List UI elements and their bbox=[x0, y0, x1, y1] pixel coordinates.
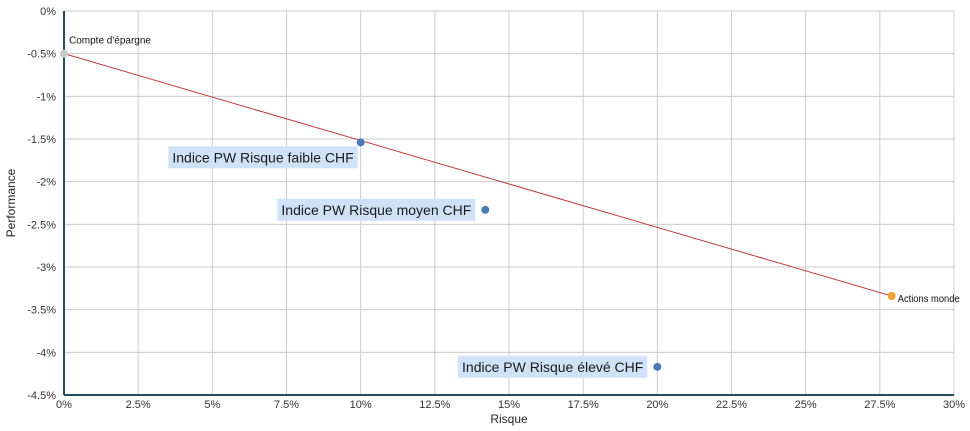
callout-background bbox=[277, 198, 476, 221]
callout-text: Indice PW Risque moyen CHF bbox=[281, 202, 471, 218]
x-tick-label: 0% bbox=[56, 399, 72, 411]
grid bbox=[64, 10, 955, 395]
y-tick-label: -3% bbox=[36, 262, 56, 274]
data-point bbox=[356, 138, 365, 147]
y-tick-label: -4.5% bbox=[27, 390, 56, 402]
y-axis-title: Performance bbox=[4, 168, 18, 237]
x-tick-label: 7.5% bbox=[274, 399, 299, 411]
x-axis-ticks: 0% 2.5% 5% 7.5% 10% 12.5% 15% 17.5% 20% 22.5% 25% 2… bbox=[56, 399, 965, 411]
x-tick-label: 15% bbox=[498, 399, 520, 411]
x-tick-label: 10% bbox=[350, 399, 372, 411]
y-tick-label: -2% bbox=[36, 177, 56, 189]
x-tick-label: 17.5% bbox=[568, 399, 599, 411]
x-tick-label: 5% bbox=[204, 399, 220, 411]
x-tick-label: 12.5% bbox=[419, 399, 450, 411]
x-axis-title: Risque bbox=[490, 412, 528, 426]
data-point bbox=[481, 205, 490, 214]
y-tick-label: -1.5% bbox=[27, 134, 56, 146]
callout-background bbox=[458, 355, 648, 378]
data-point bbox=[653, 362, 662, 371]
axes bbox=[63, 11, 954, 396]
series bbox=[60, 49, 896, 371]
callout-background bbox=[168, 146, 358, 169]
y-tick-label: -3.5% bbox=[27, 305, 56, 317]
y-tick-label: -0.5% bbox=[27, 49, 56, 61]
point-labels: Compte d'épargne Indice PW Risque faible … bbox=[69, 36, 960, 378]
y-tick-label: -2.5% bbox=[27, 219, 56, 231]
y-axis-ticks: 0% -0.5% -1% -1.5% -2% -2.5% -3% -3.5% -4% -4.5% bbox=[27, 6, 56, 402]
trend-line bbox=[63, 53, 892, 297]
callout-label: Indice PW Risque élevé CHF bbox=[458, 355, 648, 378]
x-tick-label: 25% bbox=[795, 399, 817, 411]
callout-text: Indice PW Risque élevé CHF bbox=[462, 359, 643, 375]
y-tick-label: 0% bbox=[40, 6, 56, 18]
x-tick-label: 20% bbox=[646, 399, 668, 411]
point-label: Compte d'épargne bbox=[69, 36, 151, 47]
x-tick-label: 2.5% bbox=[126, 399, 151, 411]
x-tick-label: 27.5% bbox=[864, 399, 895, 411]
callout-label: Indice PW Risque faible CHF bbox=[168, 146, 358, 169]
data-point bbox=[887, 292, 896, 301]
point-label: Actions monde bbox=[898, 294, 960, 305]
y-tick-label: -1% bbox=[36, 91, 56, 103]
x-tick-label: 22.5% bbox=[716, 399, 747, 411]
callout-label: Indice PW Risque moyen CHF bbox=[277, 198, 476, 221]
data-point bbox=[60, 49, 68, 58]
y-tick-label: -4% bbox=[36, 347, 56, 359]
callout-text: Indice PW Risque faible CHF bbox=[172, 149, 353, 165]
x-tick-label: 30% bbox=[943, 399, 965, 411]
